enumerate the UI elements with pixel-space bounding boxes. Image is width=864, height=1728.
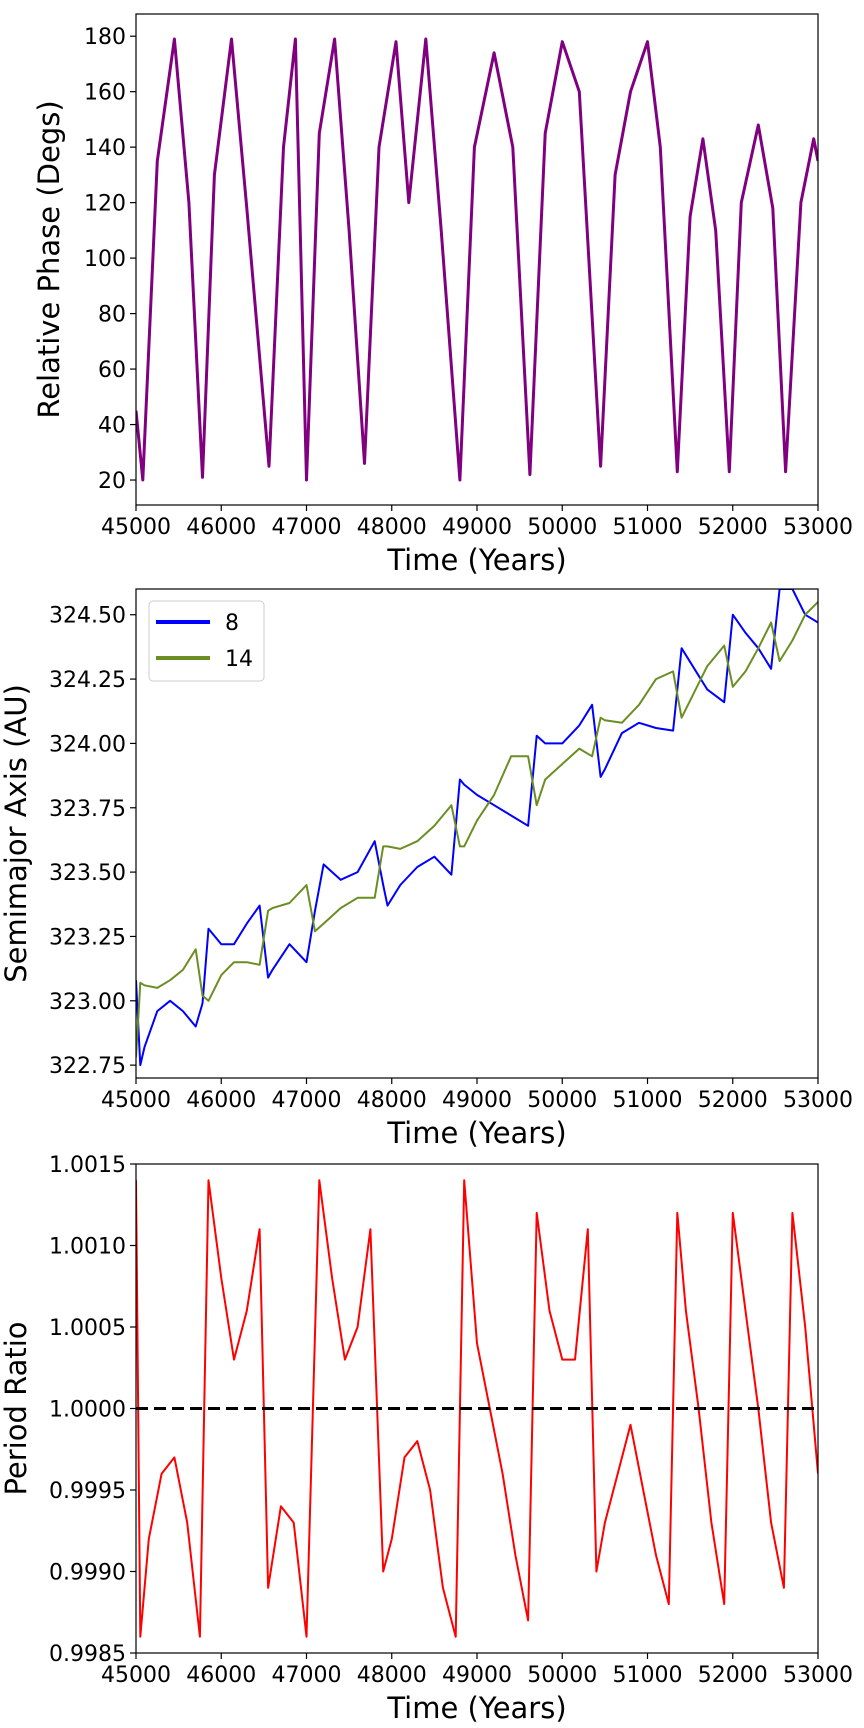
semimajor-axis-ytick-label: 324.50 bbox=[49, 604, 126, 629]
relative-phase-ytick-label: 80 bbox=[98, 303, 126, 328]
relative-phase-xtick-layer: 45000 46000 47000 48000 49000 50000 51000 52000… bbox=[101, 505, 853, 540]
semimajor-axis-series-layer bbox=[136, 589, 818, 1067]
semimajor-axis-xtick-layer: 45000 46000 47000 48000 49000 50000 51000 52000… bbox=[101, 1078, 853, 1113]
semimajor-axis-y-axis-label: Semimajor Axis (AU) bbox=[0, 684, 33, 983]
relative-phase-ytick-label: 160 bbox=[84, 81, 126, 106]
relative-phase-x-axis-label: Time (Years) bbox=[386, 543, 566, 577]
semimajor-axis-panel: 45000 46000 47000 48000 49000 50000 51000 52000… bbox=[0, 588, 853, 1150]
period-ratio-y-axis-label: Period Ratio bbox=[0, 1321, 33, 1495]
relative-phase-ytick-label: 20 bbox=[98, 469, 126, 494]
relative-phase-xtick-label: 52000 bbox=[698, 515, 768, 540]
period-ratio-ytick-label: 0.9990 bbox=[49, 1561, 126, 1586]
relative-phase-ytick-label: 100 bbox=[84, 247, 126, 272]
semimajor-axis-ytick-label: 323.25 bbox=[49, 925, 126, 950]
relative-phase-xtick-label: 45000 bbox=[101, 515, 171, 540]
relative-phase-xtick-label: 49000 bbox=[442, 515, 512, 540]
relative-phase-ytick-label: 120 bbox=[84, 192, 126, 217]
semimajor-axis-series-8-line bbox=[136, 589, 818, 1067]
relative-phase-ytick-label: 180 bbox=[84, 25, 126, 50]
semimajor-axis-ytick-layer: 322.75 323.00 323.25 323.50 323.75 324.00 324.… bbox=[49, 604, 136, 1079]
legend-label-14: 14 bbox=[225, 647, 253, 672]
legend: 8 14 bbox=[148, 600, 265, 682]
semimajor-axis-xtick-label: 51000 bbox=[613, 1088, 683, 1113]
semimajor-axis-xtick-label: 53000 bbox=[783, 1088, 853, 1113]
semimajor-axis-ytick-label: 323.50 bbox=[49, 861, 126, 886]
semimajor-axis-ytick-label: 324.00 bbox=[49, 732, 126, 757]
period-ratio-panel: 45000 46000 47000 48000 49000 50000 51000 52000… bbox=[0, 1153, 853, 1725]
period-ratio-ytick-label: 0.9985 bbox=[49, 1642, 126, 1667]
period-ratio-xtick-label: 50000 bbox=[527, 1663, 597, 1688]
period-ratio-ytick-layer: 0.9985 0.9990 0.9995 1.0000 1.0005 1.0010 1.00… bbox=[49, 1153, 136, 1667]
semimajor-axis-xtick-label: 52000 bbox=[698, 1088, 768, 1113]
relative-phase-xtick-label: 48000 bbox=[357, 515, 427, 540]
period-ratio-ytick-label: 1.0010 bbox=[49, 1235, 126, 1260]
period-ratio-xtick-label: 53000 bbox=[783, 1663, 853, 1688]
relative-phase-ytick-label: 140 bbox=[84, 136, 126, 161]
relative-phase-xtick-label: 53000 bbox=[783, 515, 853, 540]
semimajor-axis-xtick-label: 45000 bbox=[101, 1088, 171, 1113]
relative-phase-xtick-label: 47000 bbox=[272, 515, 342, 540]
legend-label-8: 8 bbox=[225, 611, 239, 636]
relative-phase-series-line bbox=[136, 37, 818, 482]
relative-phase-xtick-label: 51000 bbox=[613, 515, 683, 540]
relative-phase-y-axis-label: Relative Phase (Degs) bbox=[32, 100, 66, 418]
semimajor-axis-xtick-label: 48000 bbox=[357, 1088, 427, 1113]
period-ratio-plot-frame bbox=[135, 1163, 819, 1654]
period-ratio-ytick-label: 1.0000 bbox=[49, 1398, 126, 1423]
period-ratio-series-line bbox=[136, 1179, 818, 1638]
semimajor-axis-xtick-label: 46000 bbox=[186, 1088, 256, 1113]
period-ratio-ytick-label: 1.0005 bbox=[49, 1316, 126, 1341]
relative-phase-ytick-label: 40 bbox=[98, 414, 126, 439]
semimajor-axis-ytick-label: 324.25 bbox=[49, 668, 126, 693]
semimajor-axis-ytick-label: 323.75 bbox=[49, 797, 126, 822]
semimajor-axis-plot-frame bbox=[135, 588, 819, 1079]
period-ratio-xtick-label: 45000 bbox=[101, 1663, 171, 1688]
relative-phase-panel: 45000 46000 47000 48000 49000 50000 51000 52000… bbox=[32, 13, 853, 577]
semimajor-axis-xtick-label: 47000 bbox=[272, 1088, 342, 1113]
period-ratio-xtick-label: 51000 bbox=[613, 1663, 683, 1688]
period-ratio-series-layer bbox=[136, 1179, 818, 1638]
period-ratio-ytick-label: 1.0015 bbox=[49, 1153, 126, 1178]
semimajor-axis-series-14-line bbox=[136, 601, 818, 1058]
relative-phase-xtick-label: 50000 bbox=[527, 515, 597, 540]
period-ratio-xtick-label: 49000 bbox=[442, 1663, 512, 1688]
semimajor-axis-xtick-label: 50000 bbox=[527, 1088, 597, 1113]
period-ratio-ytick-label: 0.9995 bbox=[49, 1479, 126, 1504]
relative-phase-ytick-label: 60 bbox=[98, 358, 126, 383]
semimajor-axis-ytick-label: 322.75 bbox=[49, 1054, 126, 1079]
period-ratio-xtick-label: 46000 bbox=[186, 1663, 256, 1688]
period-ratio-x-axis-label: Time (Years) bbox=[386, 1691, 566, 1725]
period-ratio-xtick-label: 48000 bbox=[357, 1663, 427, 1688]
relative-phase-ytick-layer: 20 40 60 80 100 120 140 160 180 bbox=[84, 25, 136, 494]
period-ratio-xtick-layer: 45000 46000 47000 48000 49000 50000 51000 52000… bbox=[101, 1653, 853, 1688]
relative-phase-series-layer bbox=[136, 37, 818, 482]
semimajor-axis-ytick-label: 323.00 bbox=[49, 990, 126, 1015]
semimajor-axis-x-axis-label: Time (Years) bbox=[386, 1116, 566, 1150]
semimajor-axis-xtick-label: 49000 bbox=[442, 1088, 512, 1113]
period-ratio-xtick-label: 47000 bbox=[272, 1663, 342, 1688]
relative-phase-xtick-label: 46000 bbox=[186, 515, 256, 540]
period-ratio-xtick-label: 52000 bbox=[698, 1663, 768, 1688]
relative-phase-plot-frame bbox=[135, 13, 819, 506]
